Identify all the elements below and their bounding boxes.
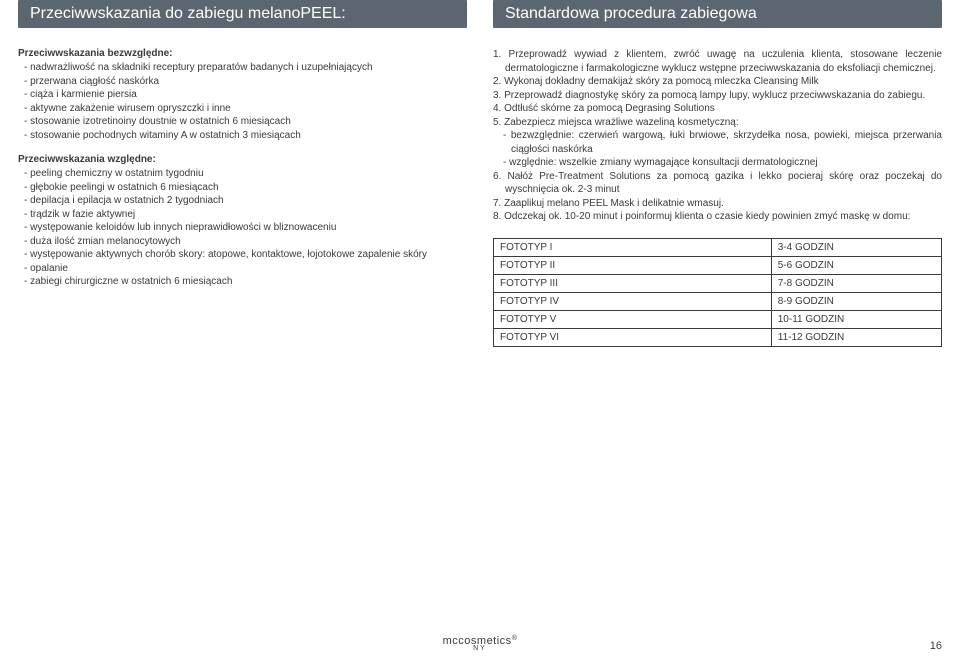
absolute-label: Przeciwwskazania bezwzględne: (18, 48, 467, 59)
step-item: 4. Odtłuść skórne za pomocą Degrasing So… (493, 102, 942, 116)
table-cell: FOTOTYP I (494, 238, 772, 256)
table-cell: 7-8 GODZIN (771, 274, 941, 292)
table-cell: 10-11 GODZIN (771, 310, 941, 328)
list-item: - zabiegi chirurgiczne w ostatnich 6 mie… (18, 275, 467, 289)
step-sub-item: - bezwzględnie: czerwień wargową, łuki b… (493, 129, 942, 156)
list-item: - przerwana ciągłość naskórka (18, 75, 467, 89)
fototype-table: FOTOTYP I3-4 GODZIN FOTOTYP II5-6 GODZIN… (493, 238, 942, 347)
list-item: - peeling chemiczny w ostatnim tygodniu (18, 167, 467, 181)
table-cell: FOTOTYP II (494, 256, 772, 274)
footer-brand: mccosmetics® NY (0, 635, 960, 652)
registered-icon: ® (512, 635, 518, 642)
step-item: 7. Zaaplikuj melano PEEL Mask i delikatn… (493, 197, 942, 211)
table-row: FOTOTYP I3-4 GODZIN (494, 238, 942, 256)
left-header: Przeciwwskazania do zabiegu melanoPEEL: (18, 0, 467, 28)
list-item: - nadwrażliwość na składniki receptury p… (18, 61, 467, 75)
step-sub-item: - względnie: wszelkie zmiany wymagające … (493, 156, 942, 170)
brand-sub: NY (0, 645, 960, 652)
table-row: FOTOTYP III7-8 GODZIN (494, 274, 942, 292)
list-item: - depilacja i epilacja w ostatnich 2 tyg… (18, 194, 467, 208)
list-item: - stosowanie pochodnych witaminy A w ost… (18, 129, 467, 143)
list-item: - głębokie peelingi w ostatnich 6 miesią… (18, 181, 467, 195)
table-cell: 3-4 GODZIN (771, 238, 941, 256)
step-item: 2. Wykonaj dokładny demakijaż skóry za p… (493, 75, 942, 89)
list-item: - aktywne zakażenie wirusem opryszczki i… (18, 102, 467, 116)
step-item: 3. Przeprowadź diagnostykę skóry za pomo… (493, 89, 942, 103)
list-item: - stosowanie izotretinoiny doustnie w os… (18, 115, 467, 129)
list-item: - występowanie keloidów lub innych niepr… (18, 221, 467, 235)
table-cell: FOTOTYP V (494, 310, 772, 328)
list-item: - występowanie aktywnych chorób skory: a… (18, 248, 467, 262)
table-row: FOTOTYP IV8-9 GODZIN (494, 292, 942, 310)
list-item: - duża ilość zmian melanocytowych (18, 235, 467, 249)
step-item: 1. Przeprowadź wywiad z klientem, zwróć … (493, 48, 942, 75)
list-item: - opalanie (18, 262, 467, 276)
right-header: Standardowa procedura zabiegowa (493, 0, 942, 28)
list-item: - ciąża i karmienie piersia (18, 88, 467, 102)
table-row: FOTOTYP II5-6 GODZIN (494, 256, 942, 274)
table-cell: 5-6 GODZIN (771, 256, 941, 274)
step-item: 8. Odczekaj ok. 10-20 minut i poinformuj… (493, 210, 942, 224)
table-row: FOTOTYP VI11-12 GODZIN (494, 328, 942, 346)
page-number: 16 (930, 640, 942, 652)
table-cell: 8-9 GODZIN (771, 292, 941, 310)
step-item: 6. Nałóż Pre-Treatment Solutions za pomo… (493, 170, 942, 197)
relative-label: Przeciwwskazania względne: (18, 154, 467, 165)
table-cell: 11-12 GODZIN (771, 328, 941, 346)
table-cell: FOTOTYP IV (494, 292, 772, 310)
table-cell: FOTOTYP III (494, 274, 772, 292)
list-item: - trądzik w fazie aktywnej (18, 208, 467, 222)
table-cell: FOTOTYP VI (494, 328, 772, 346)
step-item: 5. Zabezpiecz miejsca wrażliwe wazeliną … (493, 116, 942, 130)
table-row: FOTOTYP V10-11 GODZIN (494, 310, 942, 328)
